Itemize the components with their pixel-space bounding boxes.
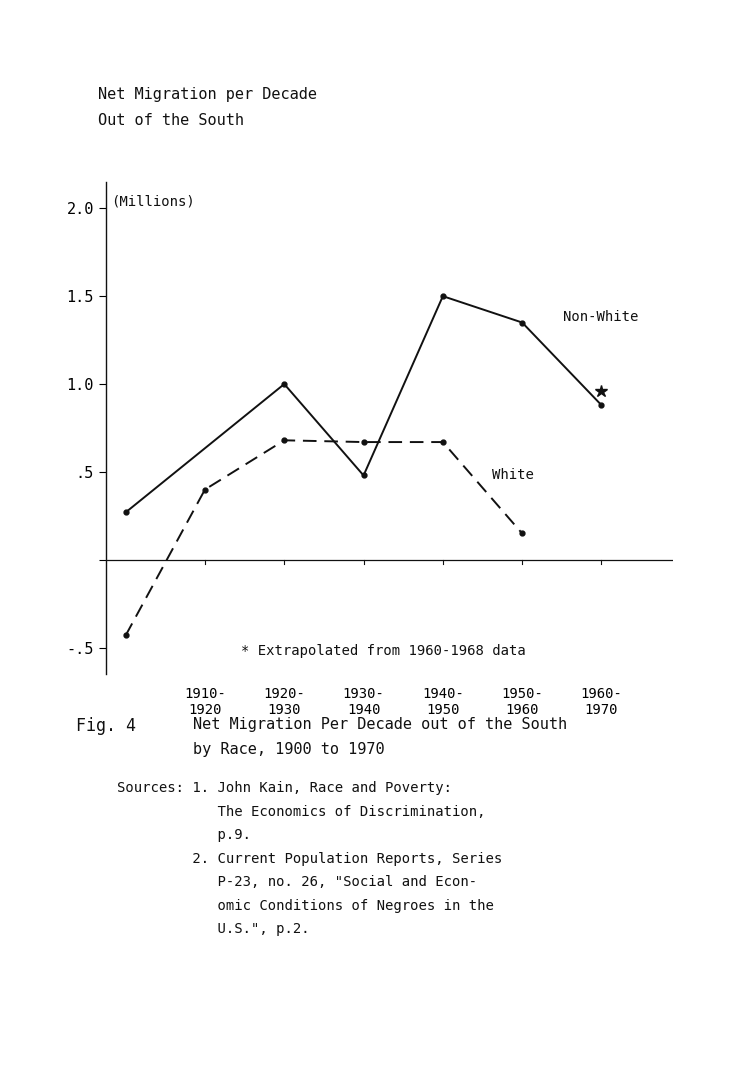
Text: Sources: 1. John Kain, Race and Poverty:: Sources: 1. John Kain, Race and Poverty:: [117, 781, 452, 795]
Text: (Millions): (Millions): [111, 195, 195, 209]
Text: p.9.: p.9.: [117, 828, 251, 842]
Text: The Economics of Discrimination,: The Economics of Discrimination,: [117, 805, 485, 819]
Text: 2. Current Population Reports, Series: 2. Current Population Reports, Series: [117, 852, 503, 866]
Text: P-23, no. 26, "Social and Econ-: P-23, no. 26, "Social and Econ-: [117, 875, 477, 889]
Text: omic Conditions of Negroes in the: omic Conditions of Negroes in the: [117, 899, 494, 913]
Text: * Extrapolated from 1960-1968 data: * Extrapolated from 1960-1968 data: [240, 644, 525, 658]
Text: Net Migration Per Decade out of the South: Net Migration Per Decade out of the Sout…: [193, 717, 567, 732]
Text: Net Migration per Decade: Net Migration per Decade: [98, 87, 318, 102]
Text: by Race, 1900 to 1970: by Race, 1900 to 1970: [193, 742, 384, 756]
Text: Fig. 4: Fig. 4: [76, 717, 135, 735]
Text: Non-White: Non-White: [563, 310, 639, 324]
Text: U.S.", p.2.: U.S.", p.2.: [117, 922, 310, 936]
Text: White: White: [492, 469, 534, 483]
Text: Out of the South: Out of the South: [98, 113, 244, 128]
